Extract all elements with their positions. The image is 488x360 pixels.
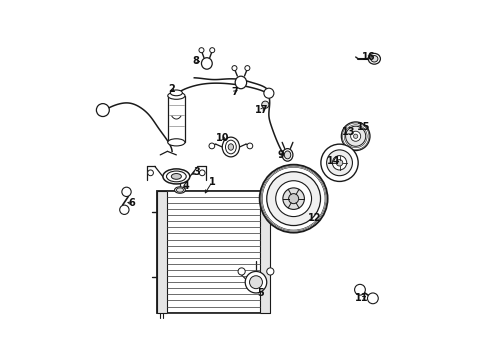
Text: 3: 3 <box>193 167 200 177</box>
Ellipse shape <box>171 174 181 179</box>
Circle shape <box>199 48 203 53</box>
Text: 8: 8 <box>192 56 199 66</box>
Text: 2: 2 <box>167 84 174 94</box>
Circle shape <box>345 126 365 146</box>
Text: 5: 5 <box>257 288 264 298</box>
Ellipse shape <box>174 187 185 193</box>
Text: 6: 6 <box>128 198 135 208</box>
Text: 13: 13 <box>341 127 354 136</box>
Ellipse shape <box>235 76 246 89</box>
Circle shape <box>320 144 357 181</box>
Circle shape <box>238 268 244 275</box>
Circle shape <box>208 143 214 149</box>
Circle shape <box>275 181 311 217</box>
Circle shape <box>259 165 327 233</box>
Ellipse shape <box>176 188 183 192</box>
Circle shape <box>282 188 304 210</box>
Bar <box>259 191 269 313</box>
Ellipse shape <box>170 90 182 96</box>
Circle shape <box>147 170 153 176</box>
Circle shape <box>244 66 249 71</box>
Circle shape <box>288 194 298 204</box>
Ellipse shape <box>201 58 212 69</box>
Text: 16: 16 <box>361 52 374 62</box>
Circle shape <box>199 170 204 176</box>
Ellipse shape <box>222 137 239 157</box>
Text: 17: 17 <box>254 105 268 115</box>
Circle shape <box>244 271 266 293</box>
Circle shape <box>354 284 365 295</box>
Circle shape <box>246 143 252 149</box>
Circle shape <box>209 48 214 53</box>
Text: 9: 9 <box>277 150 284 160</box>
Circle shape <box>341 122 369 150</box>
Ellipse shape <box>167 92 184 99</box>
Bar <box>156 191 167 313</box>
Ellipse shape <box>166 171 186 182</box>
Ellipse shape <box>284 151 290 159</box>
Circle shape <box>264 88 273 98</box>
Bar <box>156 191 269 313</box>
Circle shape <box>332 156 346 170</box>
Circle shape <box>122 187 131 197</box>
Ellipse shape <box>225 140 236 154</box>
Circle shape <box>120 205 129 215</box>
Ellipse shape <box>367 53 380 64</box>
Text: 4: 4 <box>183 181 189 192</box>
Ellipse shape <box>163 169 189 184</box>
Ellipse shape <box>167 139 184 146</box>
Circle shape <box>249 276 262 289</box>
Text: 15: 15 <box>356 122 369 132</box>
Ellipse shape <box>370 55 377 62</box>
Text: 11: 11 <box>355 293 368 303</box>
Text: 7: 7 <box>231 87 237 97</box>
Text: 1: 1 <box>208 177 215 187</box>
Circle shape <box>231 66 237 71</box>
Ellipse shape <box>282 149 292 161</box>
Circle shape <box>266 268 273 275</box>
Circle shape <box>261 101 268 108</box>
Circle shape <box>367 293 378 304</box>
Circle shape <box>266 172 320 226</box>
Text: 14: 14 <box>326 156 340 166</box>
Circle shape <box>353 134 357 138</box>
Circle shape <box>336 159 342 166</box>
Circle shape <box>350 131 360 141</box>
Text: 10: 10 <box>216 133 229 143</box>
Circle shape <box>326 150 352 176</box>
Bar <box>167 96 184 142</box>
Circle shape <box>96 104 109 117</box>
Ellipse shape <box>228 144 233 150</box>
Text: 12: 12 <box>307 213 321 223</box>
